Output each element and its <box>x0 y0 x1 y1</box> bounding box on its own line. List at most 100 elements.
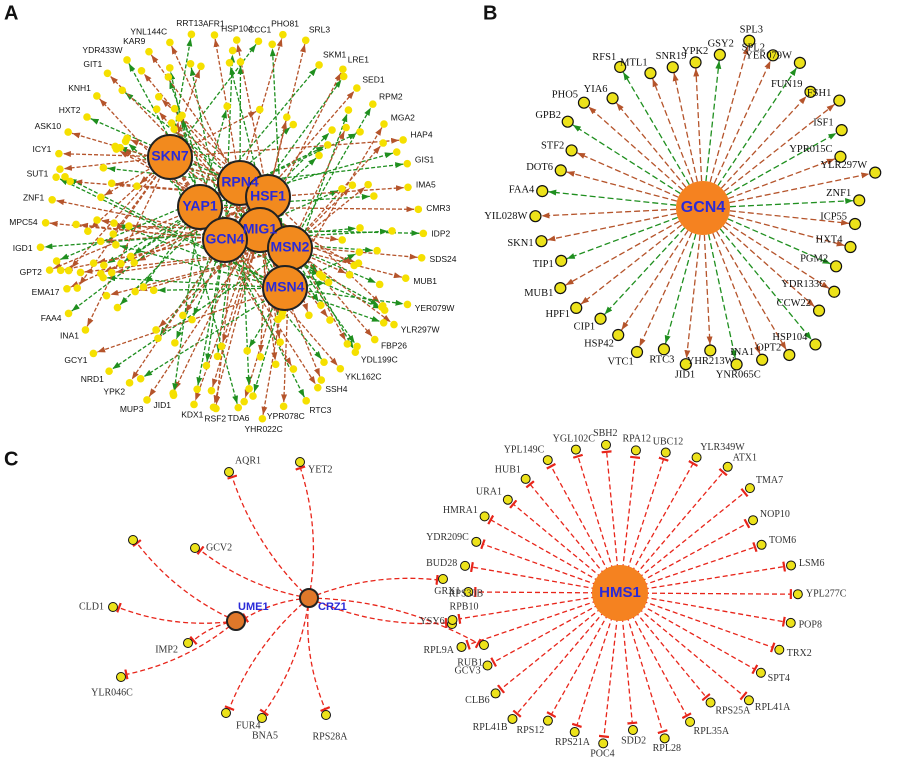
node-label: SPL3 <box>740 25 763 36</box>
node <box>210 31 219 39</box>
node-label: MPC54 <box>9 217 38 227</box>
node <box>93 92 101 100</box>
node <box>112 241 120 249</box>
node <box>165 64 174 72</box>
hub-label: MSN4 <box>266 279 305 295</box>
edge <box>622 71 704 209</box>
edge <box>124 620 237 680</box>
node <box>84 227 92 235</box>
node <box>48 195 56 204</box>
node-label: SNR19 <box>656 51 687 62</box>
edge <box>175 182 241 340</box>
node-label: FUR4 <box>236 720 260 731</box>
node <box>627 725 638 736</box>
node-label: SPL2 <box>742 43 765 54</box>
node <box>167 119 176 127</box>
node-label: YPL277C <box>806 589 847 600</box>
node <box>257 713 267 723</box>
node <box>785 617 796 628</box>
node-label: CCW22 <box>777 298 811 309</box>
node <box>401 274 410 283</box>
node <box>81 326 90 334</box>
node <box>447 614 458 625</box>
node <box>479 511 490 522</box>
node <box>110 219 118 227</box>
node-label: MGA2 <box>391 112 415 122</box>
node <box>748 515 759 526</box>
node <box>320 358 328 367</box>
edge <box>289 145 382 249</box>
node-label: YHR213W <box>687 356 735 367</box>
node <box>744 483 755 494</box>
node <box>783 348 796 362</box>
hub <box>592 565 648 621</box>
node <box>315 61 323 69</box>
node <box>375 280 384 289</box>
edge <box>619 592 692 720</box>
node <box>83 113 91 121</box>
hub-label: HMS1 <box>599 584 641 601</box>
node-label: HSP42 <box>584 339 614 350</box>
node <box>390 320 398 329</box>
hub-label: MIG1 <box>243 221 277 237</box>
node <box>89 349 98 358</box>
node-label: YNR065C <box>716 370 761 381</box>
node <box>118 86 127 95</box>
node <box>713 48 726 61</box>
node-label: GCY1 <box>64 355 87 365</box>
node <box>41 218 50 227</box>
node-label: RPS28A <box>312 731 348 742</box>
node <box>52 173 60 181</box>
node <box>105 367 113 376</box>
node <box>56 266 65 275</box>
node <box>128 535 138 545</box>
node <box>561 115 574 128</box>
edge <box>588 106 704 209</box>
edge <box>702 132 837 209</box>
node <box>792 589 803 600</box>
node <box>844 240 857 254</box>
edge <box>702 207 850 226</box>
edge <box>169 156 281 314</box>
hub-label: CRZ1 <box>318 601 347 613</box>
node-label: SKM1 <box>323 50 346 60</box>
node-label: RTC3 <box>649 354 674 365</box>
node <box>339 72 348 81</box>
node-label: YGL102C <box>553 433 596 444</box>
edge <box>143 287 286 378</box>
node-label: KAR9 <box>123 36 145 46</box>
node <box>471 536 482 547</box>
node-label: KDX1 <box>181 409 203 419</box>
nodes <box>36 30 882 749</box>
node <box>351 348 360 356</box>
node-label: RPS21A <box>555 737 591 748</box>
node <box>835 124 848 137</box>
node-label: BNA5 <box>252 730 278 741</box>
node <box>685 716 696 727</box>
node <box>55 149 63 158</box>
edge <box>509 499 621 594</box>
edge <box>119 244 286 289</box>
node-label: URA1 <box>476 487 502 498</box>
node-label: TIP1 <box>533 259 554 270</box>
node <box>438 574 448 584</box>
node <box>705 697 716 708</box>
node <box>369 100 377 108</box>
node <box>188 315 196 324</box>
edge <box>242 597 310 623</box>
edge <box>158 229 261 328</box>
node-label: RSF2 <box>204 414 226 424</box>
node <box>171 339 179 347</box>
node <box>379 319 388 327</box>
node-label: RRT13 <box>176 18 203 28</box>
node <box>793 56 807 69</box>
node <box>356 224 364 232</box>
node <box>305 311 313 320</box>
edge <box>295 465 315 599</box>
edge <box>702 207 830 290</box>
node-label: YER079W <box>745 50 792 61</box>
node-label: PHO81 <box>271 18 299 28</box>
node <box>338 236 347 244</box>
node <box>370 192 378 200</box>
